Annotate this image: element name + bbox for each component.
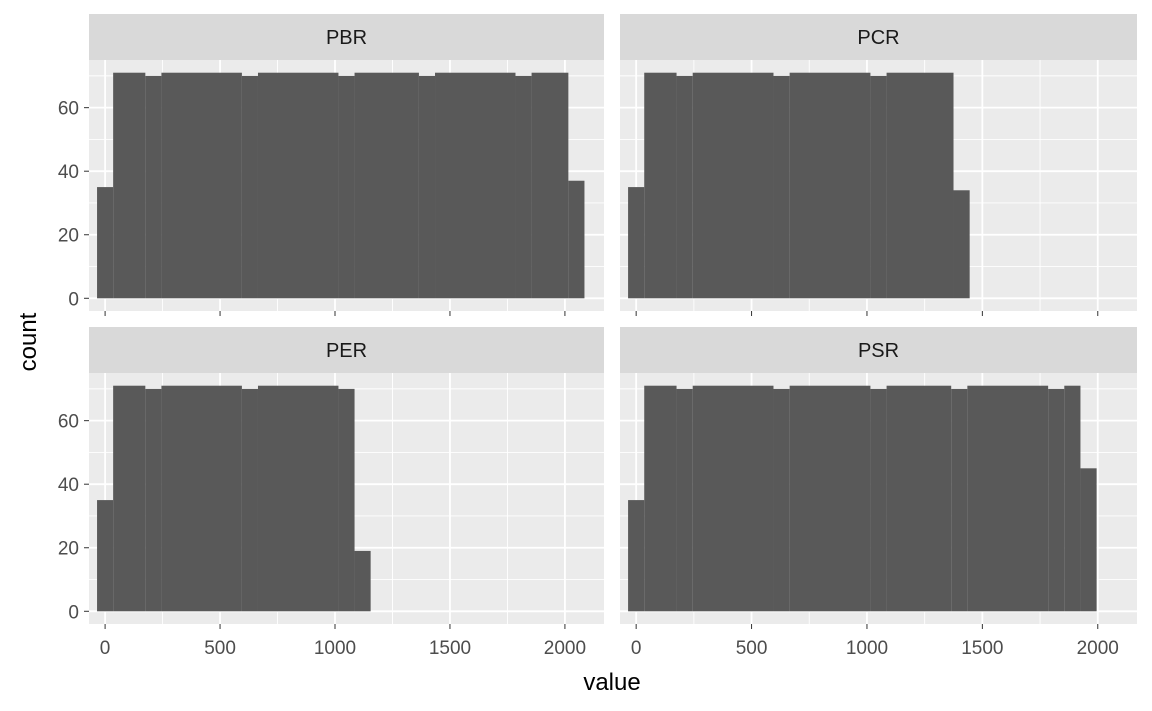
histogram-bar bbox=[531, 72, 569, 299]
facet-panel-psr: PSR 0 500 1000 1500 2000 bbox=[620, 327, 1137, 659]
facet-strip bbox=[620, 327, 1137, 373]
x-tick-label: 2000 bbox=[1077, 638, 1119, 659]
histogram-bar bbox=[870, 75, 887, 299]
histogram-bar bbox=[692, 72, 774, 299]
histogram-bar bbox=[515, 75, 532, 299]
facet-strip bbox=[89, 327, 604, 373]
facet-strip-label: PSR bbox=[858, 340, 899, 362]
histogram-bar bbox=[568, 180, 585, 299]
histogram-bar bbox=[644, 72, 677, 299]
x-tick-label: 0 bbox=[100, 638, 111, 659]
histogram-bar bbox=[435, 72, 516, 299]
y-axis-title: count bbox=[15, 312, 42, 371]
y-tick-label: 40 bbox=[58, 475, 79, 496]
facet-strip-label: PBR bbox=[326, 27, 367, 49]
histogram-bar bbox=[145, 388, 162, 612]
x-tick-label: 0 bbox=[631, 638, 642, 659]
facet-panel-pbr: PBR 0 20 40 60 bbox=[58, 14, 604, 316]
x-tick-label: 1000 bbox=[846, 638, 888, 659]
histogram-bar bbox=[644, 385, 677, 612]
histogram-bar bbox=[628, 187, 645, 299]
histogram-bar bbox=[870, 388, 887, 612]
y-tick-label: 60 bbox=[58, 99, 79, 120]
x-tick-label: 500 bbox=[204, 638, 236, 659]
histogram-bar bbox=[97, 187, 114, 299]
histogram-bar bbox=[338, 75, 355, 299]
histogram-bar bbox=[886, 385, 952, 612]
y-tick-label: 20 bbox=[58, 226, 79, 247]
y-tick-label: 20 bbox=[58, 539, 79, 560]
facet-strip bbox=[89, 14, 604, 60]
x-tick-label: 1500 bbox=[961, 638, 1003, 659]
y-tick-label: 0 bbox=[68, 602, 79, 623]
facet-strip-label: PCR bbox=[857, 27, 899, 49]
facet-strip-label: PER bbox=[326, 340, 367, 362]
histogram-bar bbox=[338, 388, 355, 612]
histogram-bar bbox=[161, 72, 242, 299]
histogram-bar bbox=[241, 75, 258, 299]
facet-strip bbox=[620, 14, 1137, 60]
facet-panel-per: PER 0 20 40 60 0 500 1000 1500 2000 bbox=[58, 327, 604, 659]
histogram-bar bbox=[773, 388, 790, 612]
x-tick-label: 2000 bbox=[544, 638, 586, 659]
histogram-bar bbox=[161, 385, 242, 612]
y-tick-label: 0 bbox=[68, 289, 79, 310]
histogram-bar bbox=[145, 75, 162, 299]
histogram-bar bbox=[113, 72, 146, 299]
histogram-bar bbox=[967, 385, 1049, 612]
facet-panel-pcr: PCR bbox=[620, 14, 1137, 316]
x-tick-label: 1000 bbox=[314, 638, 356, 659]
x-tick-label: 1500 bbox=[429, 638, 471, 659]
histogram-bar bbox=[789, 385, 871, 612]
histogram-bar bbox=[97, 500, 114, 612]
histogram-bar bbox=[418, 75, 436, 299]
histogram-bar bbox=[257, 72, 339, 299]
histogram-bar bbox=[113, 385, 146, 612]
histogram-bar bbox=[773, 75, 790, 299]
x-axis-title: value bbox=[583, 669, 640, 696]
histogram-bar bbox=[354, 550, 371, 612]
histogram-bar bbox=[789, 72, 871, 299]
histogram-bar bbox=[1080, 468, 1097, 612]
histogram-bar bbox=[628, 500, 645, 612]
histogram-bar bbox=[886, 72, 954, 299]
histogram-bar bbox=[951, 388, 968, 612]
x-tick-label: 500 bbox=[736, 638, 768, 659]
histogram-bar bbox=[257, 385, 339, 612]
histogram-bar bbox=[1048, 388, 1065, 612]
histogram-bar bbox=[1064, 385, 1081, 612]
histogram-bar bbox=[676, 75, 693, 299]
histogram-bar bbox=[241, 388, 258, 612]
histogram-bar bbox=[354, 72, 419, 299]
y-tick-label: 60 bbox=[58, 412, 79, 433]
histogram-bar bbox=[676, 388, 693, 612]
histogram-bar bbox=[953, 190, 970, 299]
y-tick-label: 40 bbox=[58, 162, 79, 183]
histogram-bar bbox=[692, 385, 774, 612]
